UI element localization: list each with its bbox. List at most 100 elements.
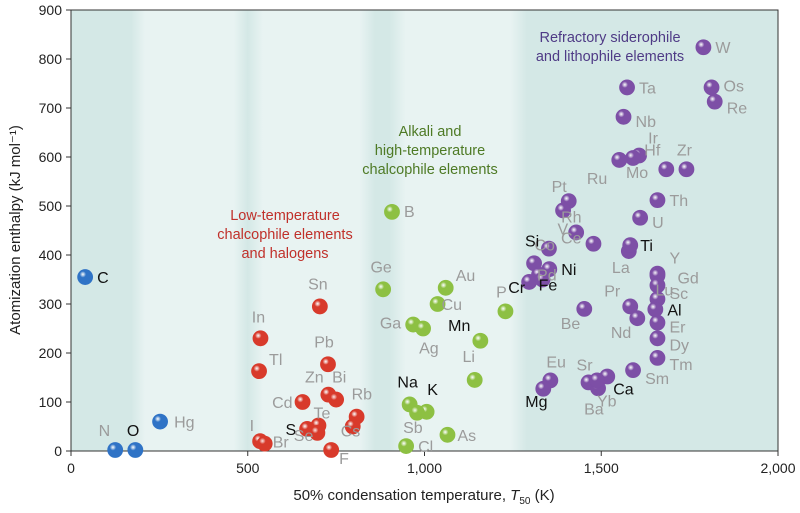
point-Pb	[320, 356, 336, 373]
point-label-Sr: Sr	[577, 357, 594, 374]
point-label-C: C	[97, 270, 109, 287]
point-Hg	[152, 413, 168, 430]
point-Ge	[375, 281, 392, 298]
x-axis-title: 50% condensation temperature, T50 (K)	[293, 487, 554, 507]
point-label-B: B	[404, 204, 415, 221]
point-As	[439, 426, 456, 443]
point-labels: C N O Hg In Tl I Br Sn Pb Zn Bi Cd Rb S Te Se Cs F B Ge Au Ga C…	[97, 40, 747, 468]
y-tick-label: 500	[39, 198, 63, 214]
point-N	[107, 442, 124, 458]
point-label-Mg: Mg	[525, 394, 547, 411]
point-label-Sc: Sc	[669, 286, 688, 303]
y-tick-label: 400	[39, 247, 63, 263]
point-Sb	[409, 404, 425, 421]
x-axis-title-main: 50% condensation temperature,	[293, 487, 510, 504]
point-label-V: V	[557, 221, 568, 238]
point-label-As: As	[457, 428, 476, 445]
point-label-Br: Br	[273, 435, 290, 452]
x-axis-title-unit: (K)	[530, 487, 554, 504]
point-label-Pt: Pt	[552, 179, 568, 196]
x-tick-label: 500	[236, 460, 260, 476]
point-label-O: O	[127, 423, 139, 440]
point-label-Er: Er	[669, 320, 686, 337]
background-band	[389, 10, 528, 451]
point-label-Dy: Dy	[669, 337, 689, 354]
point-label-Pr: Pr	[604, 283, 621, 300]
point-U	[632, 209, 649, 226]
point-Dy	[649, 330, 666, 347]
point-label-Os: Os	[724, 78, 744, 95]
point-label-Ir: Ir	[648, 131, 658, 148]
point-label-Ru: Ru	[587, 171, 607, 188]
point-Cd	[294, 394, 311, 410]
x-tick-label: 0	[67, 460, 75, 476]
point-label-Na: Na	[397, 374, 418, 391]
point-label-Si: Si	[525, 233, 539, 250]
point-label-N: N	[99, 423, 111, 440]
y-tick-label: 600	[39, 149, 63, 165]
point-label-Ba: Ba	[584, 401, 604, 418]
y-axis-title: Atomization enthalpy (kJ mol⁻¹)	[7, 125, 24, 335]
point-Ag	[415, 320, 431, 337]
point-label-Tm: Tm	[669, 357, 692, 374]
point-label-Tl: Tl	[269, 352, 282, 369]
point-label-Se: Se	[294, 428, 314, 445]
point-Co	[541, 240, 557, 257]
y-tick-label: 0	[54, 443, 62, 459]
point-Mo	[625, 150, 641, 166]
point-label-W: W	[715, 40, 731, 57]
point-label-La: La	[612, 260, 630, 277]
point-Re	[706, 93, 723, 110]
group-labels: Low-temperature chalcophile elements and h…	[217, 30, 684, 262]
point-V	[568, 224, 585, 241]
point-label-Y: Y	[669, 251, 680, 268]
point-label-S: S	[285, 422, 296, 439]
point-Ta	[619, 79, 635, 96]
point-Tl	[251, 363, 267, 380]
point-label-Zn: Zn	[305, 370, 324, 387]
point-Sn	[311, 298, 328, 315]
point-Th	[649, 192, 666, 209]
point-Al	[647, 301, 664, 318]
point-label-P: P	[496, 284, 507, 301]
point-Be	[576, 300, 593, 317]
point-Os	[703, 79, 720, 96]
point-Ru	[611, 152, 628, 168]
point-label-Yb: Yb	[597, 393, 617, 410]
point-Er	[649, 314, 666, 331]
x-tick-label: 1,500	[584, 460, 619, 476]
point-label-Ti: Ti	[640, 238, 653, 255]
group-label-green: Alkali and high-temperature chalcophile el…	[362, 124, 497, 178]
point-label-Rh: Rh	[561, 209, 581, 226]
point-label-Re: Re	[727, 101, 748, 118]
point-label-Cr: Cr	[508, 280, 526, 297]
point-Pr	[622, 298, 639, 315]
point-label-Cd: Cd	[272, 395, 292, 412]
point-label-Ni: Ni	[561, 262, 576, 279]
point-Br	[256, 435, 273, 452]
point-Tm	[649, 349, 666, 366]
point-B	[384, 203, 400, 220]
point-Ti	[622, 237, 639, 254]
point-F	[323, 442, 340, 458]
point-label-Ta: Ta	[639, 80, 656, 97]
point-label-Pd: Pd	[537, 268, 557, 285]
point-Ce	[585, 235, 602, 252]
point-label-Fe: Fe	[539, 278, 558, 295]
point-label-Al: Al	[667, 302, 681, 319]
point-label-Bi: Bi	[332, 370, 346, 387]
point-label-I: I	[250, 418, 254, 435]
point-label-Cu: Cu	[442, 297, 462, 314]
point-P	[497, 303, 514, 320]
point-label-Mn: Mn	[448, 318, 470, 335]
point-label-Zr: Zr	[677, 142, 693, 159]
point-label-Te: Te	[313, 406, 330, 423]
point-Cs	[344, 418, 361, 435]
point-label-Co: Co	[534, 238, 555, 255]
point-label-Th: Th	[669, 193, 688, 210]
data-points	[77, 39, 723, 458]
x-tick-label: 2,000	[760, 460, 795, 476]
point-label-Lu: Lu	[655, 282, 673, 299]
point-label-Hf: Hf	[644, 142, 661, 159]
point-label-Sm: Sm	[645, 371, 669, 388]
